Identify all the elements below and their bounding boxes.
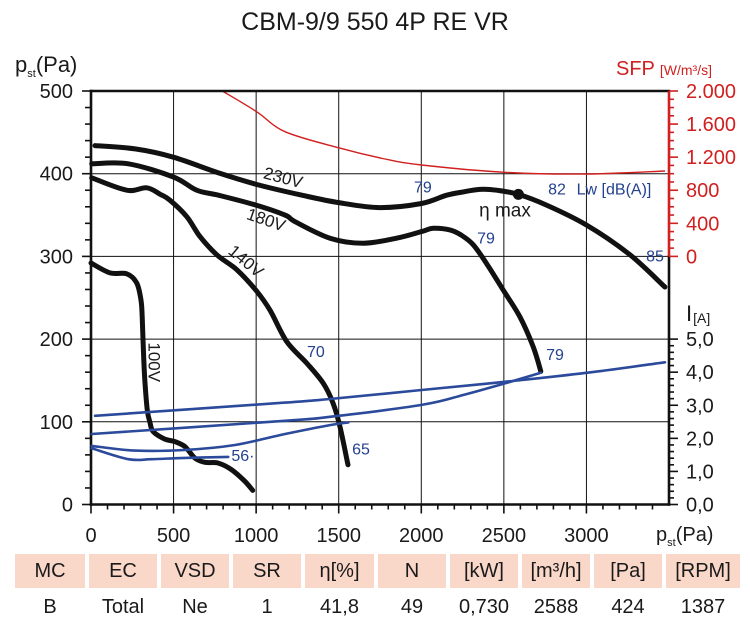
current-axis-label-unit: [A] [693,310,710,326]
value-sr: 1 [261,596,273,618]
table-value-row: B Total Ne 1 41,8 49 0,730 2588 424 1387 [15,588,740,624]
value-n: 49 [400,596,424,618]
eta-max-point [512,188,524,200]
value-mc: B [43,596,57,618]
header-n: N [378,554,446,588]
value-ec: Total [101,596,145,618]
y-tick-label: 200 [40,329,73,351]
sfp-tick-label: 2.000 [686,81,736,103]
x-tick-label: 0 [85,525,96,547]
pressure-curve-100V [88,260,256,493]
sound-level-label: 79 [477,231,495,248]
pressure-curve-180V [89,160,544,374]
header-rpm: [RPM] [666,554,740,588]
current-tick-label: 2,0 [686,428,714,450]
table-header-row: MC EC VSD SR η[%] N [kW] [m³/h] [Pa] [RP… [15,554,740,588]
value-airflow: 2588 [533,596,579,618]
curve-label-180V: 180V [244,205,288,236]
value-rpm: 1387 [680,596,726,618]
x-tick-label: 500 [157,525,190,547]
current-axis-label: I[A] [686,301,710,326]
x-tick-label: 2500 [482,525,527,547]
sfp-tick-label: 1.200 [686,147,736,169]
axis-tick-labels: 0 500 1000 1500 2000 2500 3000 0 100 200 300 400 500… [40,81,736,547]
header-power: [kW] [450,554,518,588]
sound-level-label: 85 [646,249,664,266]
pressure-curve-230V [92,143,668,290]
y-tick-label: 400 [40,164,73,186]
x-tick-label: 1500 [316,525,361,547]
header-mc: MC [15,554,85,588]
current-curve-140V [90,421,350,453]
y-tick-label: 0 [62,495,73,517]
value-vsd: Ne [182,596,208,618]
pressure-curve-140V [89,175,351,468]
eta-max-label: η max [479,200,531,221]
header-efficiency: η[%] [305,554,374,588]
current-tick-label: 3,0 [686,395,714,417]
value-efficiency: 41,8 [320,596,359,618]
y-tick-label: 500 [40,81,73,103]
axis-ticks [82,90,678,514]
current-tick-label: 5,0 [686,329,714,351]
sound-level-label: 79 [546,347,564,364]
sfp-tick-label: 800 [686,180,719,202]
y-axis-label-subscript: st [27,68,36,80]
current-curve-180V [90,371,543,436]
header-vsd: VSD [161,554,229,588]
axes-frame [89,89,671,506]
current-tick-label: 1,0 [686,461,714,483]
sfp-tick-label: 1.600 [686,114,736,136]
sound-level-label: 65 [352,441,370,458]
sound-level-label: 70 [307,344,325,361]
y-axis-label-unit: (Pa) [36,52,78,77]
value-pressure: 424 [611,596,645,618]
current-curve-100V [90,447,230,462]
current-tick-label: 0,0 [686,495,714,517]
sfp-tick-label: 400 [686,213,719,235]
x-axis-label-symbol: p [656,524,667,546]
current-curve-230V [93,361,667,418]
curve-label-100V: 100V [144,342,163,382]
sound-level-label: 79 [414,179,432,196]
header-pressure: [Pa] [594,554,662,588]
header-airflow: [m³/h] [522,554,590,588]
y-axis-label: pst(Pa) [15,52,77,80]
sfp-curve [221,90,666,175]
current-axis-label-text: I [686,301,692,326]
sound-level-label: Lw [dB(A)] [577,182,652,199]
sfp-axis-label-text: SFP [616,58,655,80]
header-ec: EC [89,554,157,588]
x-axis-label: pst(Pa) [656,524,713,548]
current-tick-label: 4,0 [686,362,714,384]
sound-level-label: 56· [231,448,254,465]
y-tick-label: 100 [40,412,73,434]
chart-title: CBM-9/9 550 4P RE VR [241,8,509,36]
sfp-curve-layer [221,90,666,175]
header-sr: SR [233,554,301,588]
x-axis-label-unit: (Pa) [676,524,714,546]
current-curves [90,361,667,462]
x-tick-label: 3000 [564,525,609,547]
y-tick-label: 300 [40,246,73,268]
x-tick-label: 2000 [399,525,444,547]
sfp-axis-label-unit: [W/m³/s] [660,62,712,78]
performance-table: MC EC VSD SR η[%] N [kW] [m³/h] [Pa] [RP… [15,554,740,624]
fan-performance-chart: CBM-9/9 550 4P RE VR pst(Pa) SFP [W/m³/s]… [15,8,736,548]
x-tick-label: 1000 [234,525,279,547]
x-axis-label-subscript: st [667,537,676,548]
sound-level-label: 82 [548,182,566,199]
y-axis-label-symbol: p [15,52,27,77]
value-power: 0,730 [458,596,510,618]
sfp-axis-label: SFP [W/m³/s] [616,58,712,80]
sfp-tick-label: 0 [686,246,697,268]
pressure-curves [88,143,668,493]
